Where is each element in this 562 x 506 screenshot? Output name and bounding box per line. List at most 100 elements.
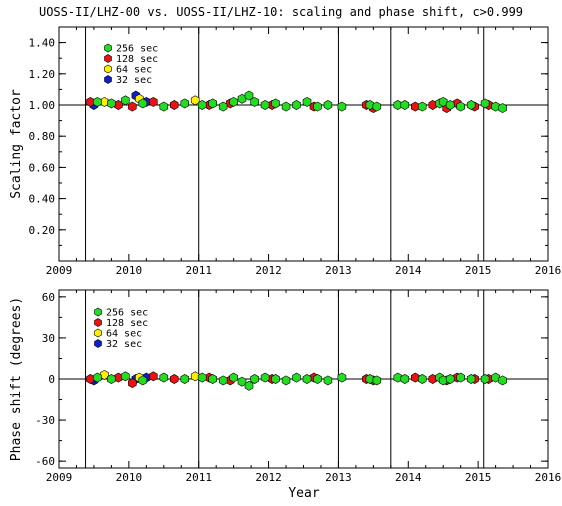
scaling-point-256-sec: [365, 100, 375, 110]
phase-point-128-sec: [149, 371, 158, 382]
phase-point-256-sec: [456, 372, 466, 383]
scaling-point-256-sec: [323, 100, 333, 110]
scaling-point-256-sec: [281, 101, 291, 112]
scaling-x-tick-label: 2014: [395, 264, 422, 277]
phase-legend-label: 256 sec: [106, 308, 148, 319]
phase-point-256-sec: [400, 374, 410, 384]
phase-x-axis-label: Year: [288, 486, 319, 501]
phase-y-tick-label: 60: [42, 291, 55, 304]
scaling-legend-marker: [104, 75, 112, 84]
phase-point-256-sec: [180, 374, 189, 384]
phase-point-64-sec: [100, 369, 109, 380]
phase-point-64-sec: [190, 371, 200, 382]
phase-point-256-sec: [491, 372, 500, 383]
scaling-legend-label: 64 sec: [116, 65, 152, 76]
scaling-legend-marker: [104, 64, 112, 74]
scaling-point-256-sec: [271, 98, 280, 109]
scaling-x-tick-label: 2010: [116, 264, 143, 277]
phase-point-256-sec: [281, 375, 291, 386]
phase-point-256-sec: [417, 374, 427, 384]
scaling-legend-marker: [104, 54, 112, 63]
phase-point-256-sec: [302, 374, 312, 384]
scaling-y-tick-label: 1.00: [29, 99, 56, 112]
scaling-point-256-sec: [250, 96, 259, 107]
phase-y-tick-label: 30: [42, 332, 55, 345]
scaling-point-256-sec: [180, 98, 189, 109]
scaling-y-tick-label: 0.80: [29, 130, 56, 143]
scaling-point-256-sec: [337, 101, 347, 112]
phase-point-256-sec: [229, 372, 238, 383]
phase-x-tick-label: 2016: [535, 471, 562, 484]
phase-point-256-sec: [323, 375, 333, 386]
phase-point-256-sec: [337, 372, 347, 383]
phase-point-128-sec: [170, 374, 179, 384]
scaling-y-tick-label: 1.40: [29, 37, 56, 50]
phase-point-256-sec: [197, 372, 207, 383]
phase-point-256-sec: [466, 374, 476, 384]
phase-point-256-sec: [93, 372, 102, 383]
phase-point-256-sec: [313, 374, 322, 384]
scaling-y-tick-label: 0.40: [29, 193, 56, 206]
phase-x-tick-label: 2014: [395, 471, 422, 484]
phase-point-256-sec: [208, 374, 217, 384]
phase-point-256-sec: [365, 374, 375, 384]
scaling-point-256-sec: [121, 95, 130, 106]
scaling-x-tick-label: 2015: [465, 264, 492, 277]
scaling-point-256-sec: [302, 96, 312, 107]
scaling-point-64-sec: [190, 95, 200, 106]
scaling-point-256-sec: [197, 100, 207, 110]
scaling-point-256-sec: [93, 96, 102, 107]
phase-point-256-sec: [244, 380, 254, 391]
phase-x-tick-label: 2010: [116, 471, 143, 484]
scaling-point-256-sec: [372, 101, 382, 112]
phase-point-128-sec: [128, 378, 137, 389]
scaling-y-tick-label: 0.20: [29, 224, 56, 237]
scaling-point-128-sec: [170, 100, 179, 110]
scaling-y-tick-label: 1.20: [29, 68, 56, 81]
scaling-point-256-sec: [107, 98, 116, 109]
scaling-y-axis-label: Scaling factor: [9, 89, 24, 199]
phase-point-256-sec: [271, 374, 280, 384]
phase-x-tick-label: 2009: [46, 471, 73, 484]
scaling-point-256-sec: [229, 96, 238, 107]
scaling-point-256-sec: [491, 101, 500, 112]
phase-legend-marker: [94, 307, 102, 317]
scaling-point-256-sec: [260, 100, 270, 110]
phase-point-256-sec: [218, 375, 228, 386]
scaling-point-128-sec: [149, 96, 158, 107]
scaling-x-tick-label: 2016: [535, 264, 562, 277]
phase-y-axis-label: Phase shift (degrees): [9, 297, 24, 461]
phase-y-tick-label: -30: [35, 414, 55, 427]
scaling-point-256-sec: [159, 101, 169, 112]
scaling-panel: 2009 2010 2011 2012 2013 2014 2015 2016 0.20 0.40…: [9, 26, 562, 277]
scaling-point-256-sec: [244, 90, 254, 101]
scaling-axis-ticks: 2009 2010 2011 2012 2013 2014 2015 2016 0.20 0.40…: [29, 27, 562, 277]
scaling-x-tick-label: 2009: [46, 264, 73, 277]
scaling-point-256-sec: [400, 100, 410, 110]
scaling-point-256-sec: [480, 98, 490, 109]
phase-point-256-sec: [121, 371, 130, 382]
phase-panel: 2009 2010 2011 2012 2013 2014 2015 2016 -60 -30 0 3…: [9, 289, 561, 501]
phase-x-tick-label: 2012: [255, 471, 282, 484]
phase-points: [86, 369, 507, 391]
scaling-point-256-sec: [445, 100, 455, 110]
phase-axis-ticks: 2009 2010 2011 2012 2013 2014 2015 2016 -60 -30 0 3…: [35, 290, 561, 484]
phase-point-256-sec: [250, 374, 259, 384]
scaling-point-256-sec: [138, 98, 148, 109]
phase-point-256-sec: [480, 374, 490, 384]
scaling-point-256-sec: [292, 100, 301, 110]
phase-legend-label: 32 sec: [106, 339, 142, 350]
phase-point-256-sec: [159, 372, 169, 383]
phase-legend-label: 128 sec: [106, 318, 148, 329]
scaling-point-128-sec: [128, 101, 137, 112]
phase-x-tick-label: 2011: [185, 471, 212, 484]
scaling-point-256-sec: [313, 101, 322, 112]
scaling-point-256-sec: [498, 103, 507, 114]
phase-point-256-sec: [372, 375, 382, 386]
scaling-y-tick-label: 0.60: [29, 161, 56, 174]
scaling-point-256-sec: [466, 100, 476, 110]
phase-point-256-sec: [138, 375, 148, 386]
phase-y-tick-label: -60: [35, 455, 55, 468]
